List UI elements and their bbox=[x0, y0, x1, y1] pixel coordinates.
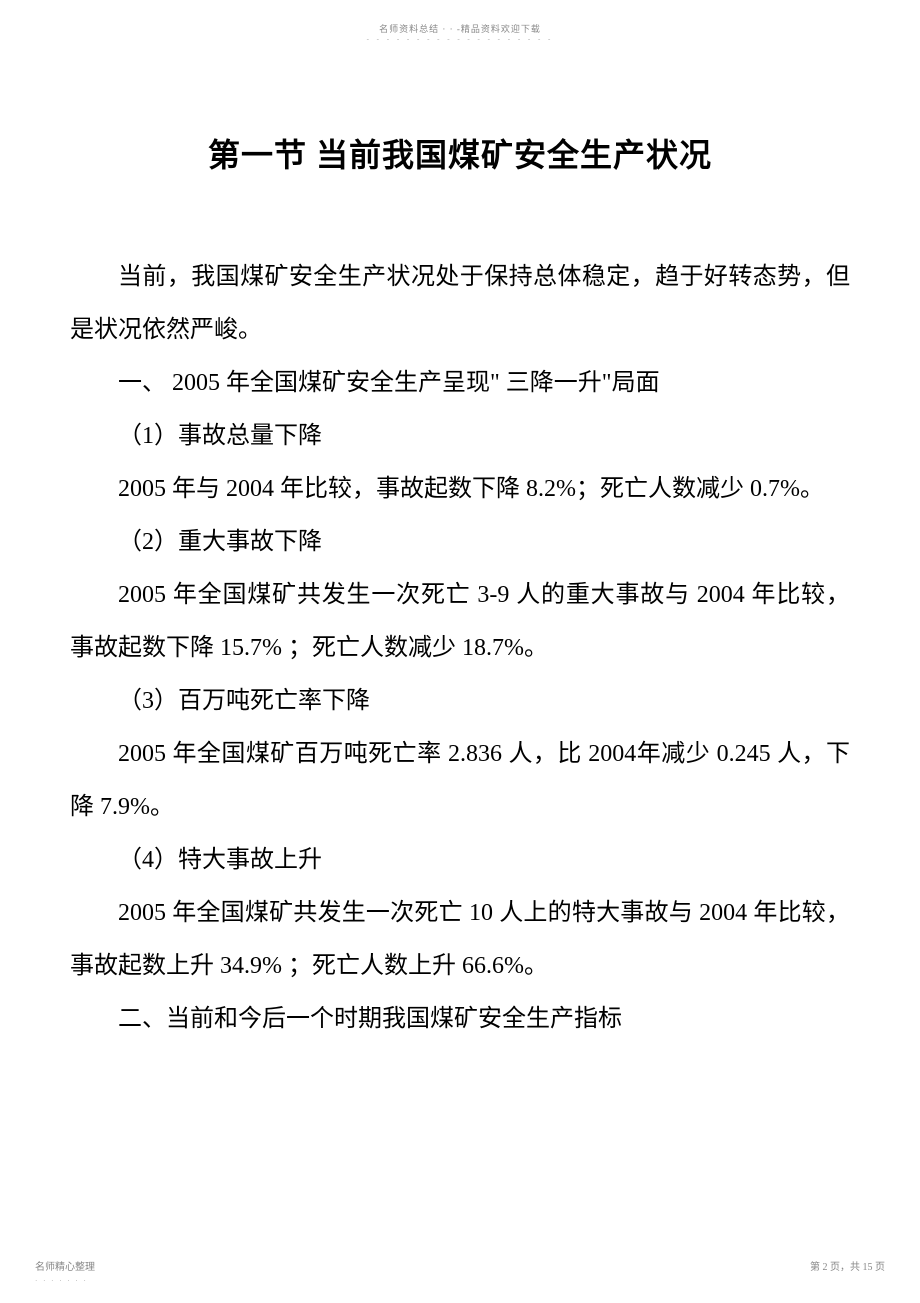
footer-dots-left: · · · · · · · bbox=[35, 1277, 88, 1285]
section-2-heading: 二、当前和今后一个时期我国煤矿安全生产指标 bbox=[70, 993, 850, 1046]
item-4-body: 2005 年全国煤矿共发生一次死亡 10 人上的特大事故与 2004 年比较， … bbox=[70, 887, 850, 993]
item-3-body: 2005 年全国煤矿百万吨死亡率 2.836 人，比 2004年减少 0.245… bbox=[70, 728, 850, 834]
section-title: 第一节 当前我国煤矿安全生产状况 bbox=[70, 130, 850, 176]
item-3-title: （3）百万吨死亡率下降 bbox=[70, 675, 850, 728]
header-text: 名师资料总结 · · -精品资料欢迎下载 bbox=[379, 22, 541, 35]
footer-left: 名师精心整理 bbox=[35, 1258, 95, 1273]
header-dots: - - - - - - - - - - - - - - - - - - - bbox=[367, 35, 554, 43]
document-content: 第一节 当前我国煤矿安全生产状况 当前，我国煤矿安全生产状况处于保持总体稳定，趋… bbox=[70, 130, 850, 1046]
footer-right: 第 2 页，共 15 页 bbox=[810, 1258, 885, 1273]
item-2-title: （2）重大事故下降 bbox=[70, 516, 850, 569]
item-4-title: （4）特大事故上升 bbox=[70, 834, 850, 887]
item-1-title: （1）事故总量下降 bbox=[70, 410, 850, 463]
intro-paragraph: 当前，我国煤矿安全生产状况处于保持总体稳定，趋于好转态势，但是状况依然严峻。 bbox=[70, 251, 850, 357]
item-2-body: 2005 年全国煤矿共发生一次死亡 3-9 人的重大事故与 2004 年比较， … bbox=[70, 569, 850, 675]
section-1-heading: 一、 2005 年全国煤矿安全生产呈现" 三降一升"局面 bbox=[70, 357, 850, 410]
item-1-body: 2005 年与 2004 年比较，事故起数下降 8.2%；死亡人数减少 0.7%… bbox=[70, 463, 850, 516]
